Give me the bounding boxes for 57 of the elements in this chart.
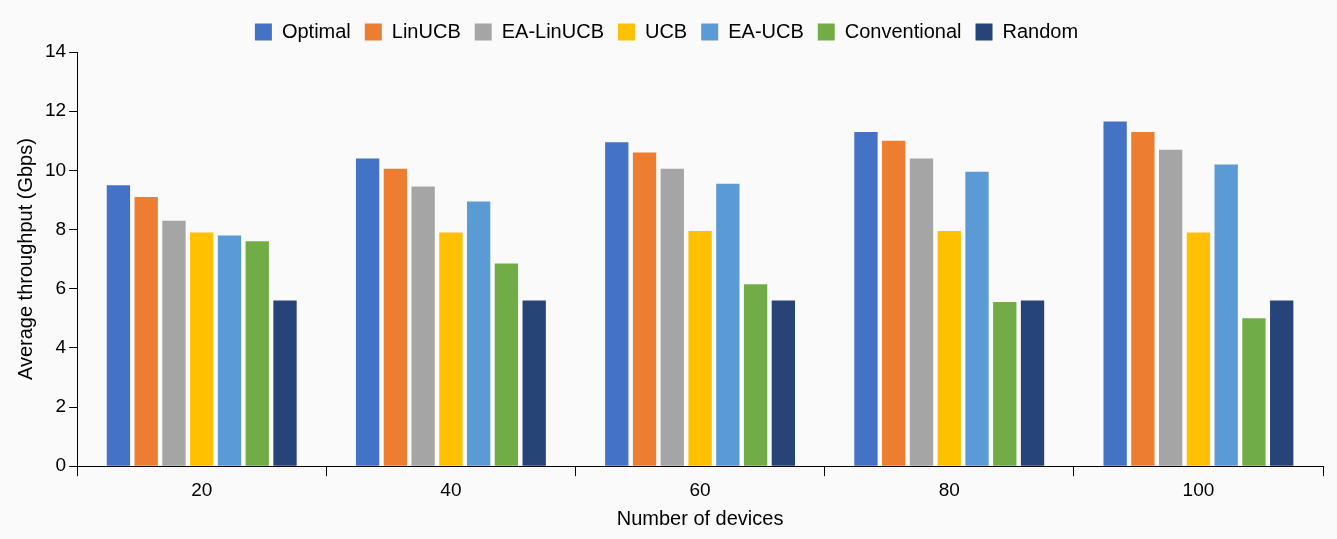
- bar: [522, 300, 546, 466]
- bar: [882, 140, 906, 466]
- bar: [1214, 164, 1238, 466]
- bar: [134, 196, 158, 466]
- bar: [1020, 300, 1045, 466]
- y-tick-label: 0: [55, 454, 67, 476]
- y-tick-label: 8: [55, 217, 67, 239]
- y-tick-label: 14: [44, 40, 67, 62]
- bar: [937, 230, 961, 466]
- bar: [965, 171, 989, 466]
- y-tick-label: 4: [55, 336, 67, 358]
- bar: [771, 300, 796, 466]
- bar: [355, 158, 380, 466]
- y-tick-label: 6: [55, 276, 67, 298]
- y-tick-label: 10: [44, 158, 67, 180]
- x-tick-label: 60: [689, 478, 711, 500]
- bar: [106, 185, 131, 466]
- legend-label: UCB: [644, 19, 688, 42]
- bar: [217, 235, 242, 466]
- bar: [162, 220, 186, 466]
- bar: [383, 168, 408, 466]
- bar: [273, 300, 297, 466]
- bar: [494, 263, 519, 466]
- bar: [245, 241, 269, 466]
- y-tick-label: 2: [55, 395, 67, 417]
- bar: [993, 302, 1017, 466]
- legend-label: Random: [1002, 19, 1079, 42]
- x-tick-label: 20: [191, 478, 213, 500]
- bar: [632, 152, 657, 466]
- legend-label: LinUCB: [391, 19, 461, 42]
- legend-label: EA-UCB: [728, 19, 804, 42]
- legend-label: EA-LinUCB: [501, 19, 604, 42]
- bar: [1103, 121, 1127, 466]
- bar: [190, 232, 214, 466]
- bar: [439, 232, 463, 466]
- bar: [467, 201, 491, 466]
- x-tick-label: 40: [440, 478, 462, 500]
- y-tick-label: 12: [44, 99, 67, 121]
- x-tick-label: 80: [938, 478, 960, 500]
- y-axis-title: Average throughput (Gbps): [13, 138, 36, 381]
- bar: [1242, 318, 1266, 466]
- x-axis-title: Number of devices: [616, 506, 784, 529]
- bar: [1186, 232, 1211, 466]
- bar: [1158, 149, 1183, 466]
- bar: [854, 131, 878, 466]
- bar: [716, 183, 740, 466]
- bar: [743, 284, 768, 466]
- bar: [688, 230, 712, 466]
- bar: [411, 186, 435, 466]
- bar: [660, 168, 684, 466]
- bar: [1270, 300, 1294, 466]
- bar: [1131, 131, 1155, 466]
- bar: [909, 158, 934, 466]
- bar: [605, 142, 629, 466]
- legend-label: Conventional: [844, 19, 962, 42]
- legend-label: Optimal: [281, 19, 351, 42]
- x-tick-label: 100: [1182, 478, 1215, 500]
